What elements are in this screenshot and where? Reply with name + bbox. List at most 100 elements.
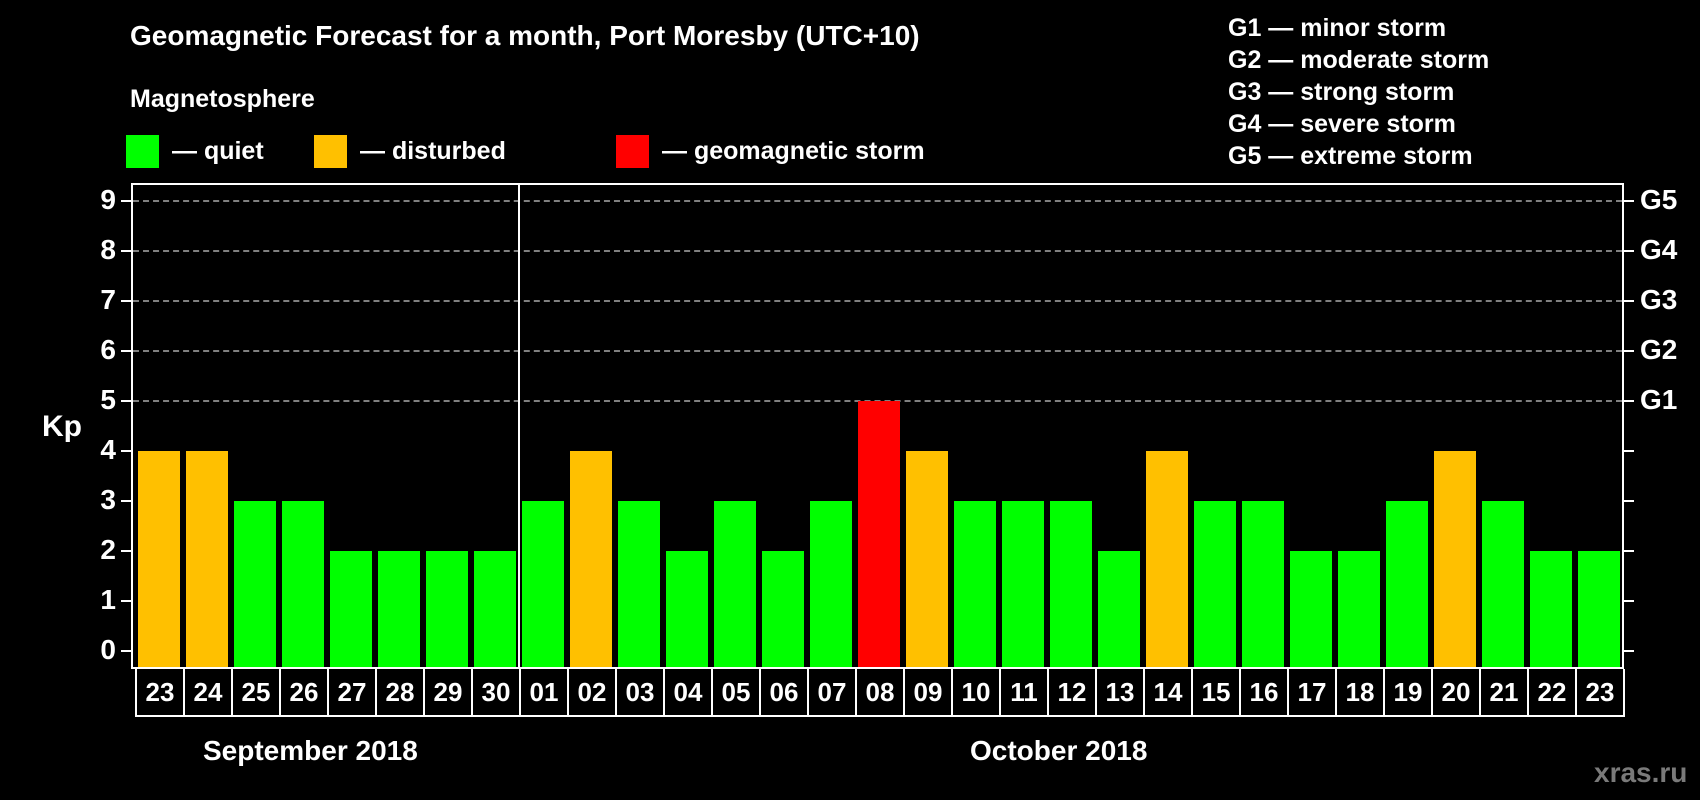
y-tick-label: 6 [100,334,116,365]
bar-disturbed [1434,451,1476,668]
bar-quiet [1338,551,1380,668]
bar-quiet [618,501,660,668]
y-tick [121,550,131,552]
bar-storm [858,401,900,668]
y-tick [121,500,131,502]
right-y-tick [1624,650,1634,652]
storm-swatch-icon [616,134,649,168]
date-cell: 03 [617,669,665,715]
date-cell: 24 [185,669,233,715]
right-y-tick [1624,450,1634,452]
right-y-tick [1624,350,1634,352]
bar-quiet [330,551,372,668]
bar-quiet [1530,551,1572,668]
bar-quiet [666,551,708,668]
date-cell: 10 [953,669,1001,715]
gridline-kp-9 [133,200,1622,202]
bar-quiet [282,501,324,668]
bar-quiet [810,501,852,668]
legend-item-disturbed: — disturbed [314,134,506,168]
bar-quiet [714,501,756,668]
date-cell: 08 [857,669,905,715]
right-y-tick [1624,250,1634,252]
date-cell: 12 [1049,669,1097,715]
date-cell: 18 [1337,669,1385,715]
date-cell: 21 [1481,669,1529,715]
gridline-kp-8 [133,250,1622,252]
storm-level-g2: G2 — moderate storm [1228,46,1490,74]
bar-disturbed [1146,451,1188,668]
date-cell: 13 [1097,669,1145,715]
date-axis: 23 24 25 26 27 28 29 30 01 02 03 04 05 06 07 08 09 10 11 12… [135,669,1625,717]
storm-level-axis-label-g1: G1 [1640,384,1678,415]
date-cell: 26 [281,669,329,715]
bar-quiet [378,551,420,668]
y-tick-label: 0 [100,634,116,665]
bar-disturbed [906,451,948,668]
y-tick [121,200,131,202]
right-y-tick [1624,300,1634,302]
date-cell: 14 [1145,669,1193,715]
bar-quiet [474,551,516,668]
bar-quiet [762,551,804,668]
date-cell: 23 [137,669,185,715]
storm-level-legend: G1 — minor storm G2 — moderate storm G3 … [1228,12,1489,172]
y-tick-label: 4 [100,434,116,465]
bar-disturbed [138,451,180,668]
right-y-tick [1624,200,1634,202]
y-tick-label: 9 [100,184,116,215]
storm-level-axis-label-g5: G5 [1640,184,1678,215]
y-tick [121,250,131,252]
date-cell: 25 [233,669,281,715]
date-cell: 07 [809,669,857,715]
legend-label: — geomagnetic storm [662,136,925,165]
storm-level-g5: G5 — extreme storm [1228,142,1473,170]
y-tick-label: 8 [100,234,116,265]
month-label-october: October 2018 [970,735,1148,766]
storm-level-axis-label-g4: G4 [1640,234,1678,265]
date-cell: 04 [665,669,713,715]
y-axis-label: Kp [42,410,82,443]
y-tick-label: 2 [100,534,116,565]
date-cell: 01 [521,669,569,715]
date-cell: 23 [1577,669,1625,715]
date-cell: 28 [377,669,425,715]
y-tick-label: 5 [100,384,116,415]
date-cell: 16 [1241,669,1289,715]
legend-label: — disturbed [360,136,506,165]
right-y-tick [1624,500,1634,502]
y-tick [121,650,131,652]
bar-quiet [1242,501,1284,668]
bar-disturbed [570,451,612,668]
storm-level-g4: G4 — severe storm [1228,110,1456,138]
bar-quiet [1098,551,1140,668]
bar-disturbed [186,451,228,668]
bar-quiet [1578,551,1620,668]
bar-quiet [1290,551,1332,668]
bar-quiet [234,501,276,668]
storm-level-axis-label-g2: G2 [1640,334,1678,365]
month-label-september: September 2018 [203,735,418,766]
legend-label: — quiet [172,136,264,165]
bar-quiet [1050,501,1092,668]
storm-level-g1: G1 — minor storm [1228,14,1447,42]
bar-quiet [426,551,468,668]
storm-level-g3: G3 — strong storm [1228,78,1455,106]
date-cell: 17 [1289,669,1337,715]
bar-quiet [1194,501,1236,668]
y-tick [121,300,131,302]
bar-quiet [1002,501,1044,668]
chart-subtitle: Magnetosphere [130,85,315,113]
gridline-kp-6 [133,350,1622,352]
plot-area [131,183,1624,669]
date-cell: 30 [473,669,521,715]
y-tick-label: 7 [100,284,116,315]
date-cell: 02 [569,669,617,715]
storm-level-axis-label-g3: G3 [1640,284,1678,315]
y-tick [121,600,131,602]
disturbed-swatch-icon [314,134,347,168]
date-cell: 19 [1385,669,1433,715]
bar-quiet [522,501,564,668]
watermark: xras.ru [1594,757,1688,788]
date-cell: 22 [1529,669,1577,715]
